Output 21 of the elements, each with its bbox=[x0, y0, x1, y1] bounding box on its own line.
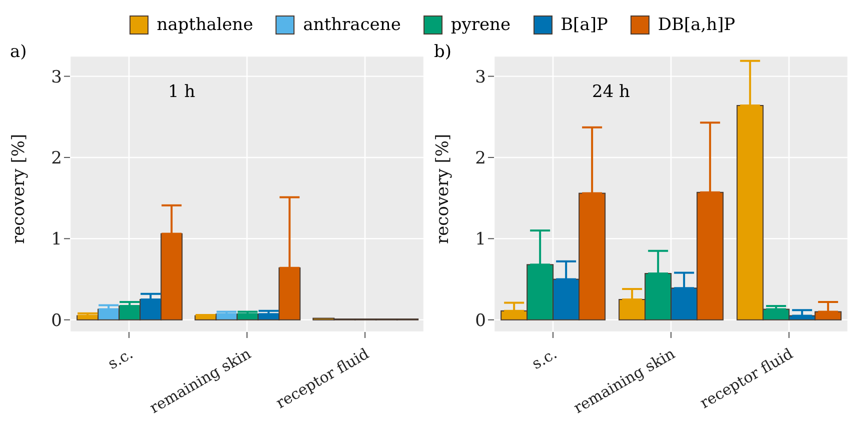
legend-label: pyrene bbox=[450, 15, 511, 35]
y-axis-title: recovery [%] bbox=[9, 134, 30, 244]
legend-label: anthracene bbox=[303, 15, 401, 35]
annotation: 1 h bbox=[168, 82, 196, 102]
x-tick-label: s.c. bbox=[528, 344, 560, 373]
x-tick-label: s.c. bbox=[104, 344, 136, 373]
legend-label: DB[a,h]P bbox=[658, 15, 736, 35]
y-tick-label: 3 bbox=[51, 67, 62, 88]
annotation: 24 h bbox=[592, 82, 630, 102]
y-tick-label: 2 bbox=[51, 148, 62, 169]
chart-title: a) bbox=[10, 42, 27, 62]
legend-label: napthalene bbox=[156, 15, 254, 35]
y-tick-label: 0 bbox=[475, 310, 486, 331]
chart-title: b) bbox=[434, 42, 452, 62]
y-tick-label: 1 bbox=[475, 230, 486, 250]
y-tick-label: 1 bbox=[51, 230, 62, 250]
y-tick-label: 2 bbox=[475, 148, 486, 169]
y-tick-label: 3 bbox=[475, 67, 486, 88]
legend-label: B[a]P bbox=[560, 15, 608, 35]
y-axis-title: recovery [%] bbox=[433, 134, 454, 244]
y-tick-label: 0 bbox=[51, 310, 62, 331]
